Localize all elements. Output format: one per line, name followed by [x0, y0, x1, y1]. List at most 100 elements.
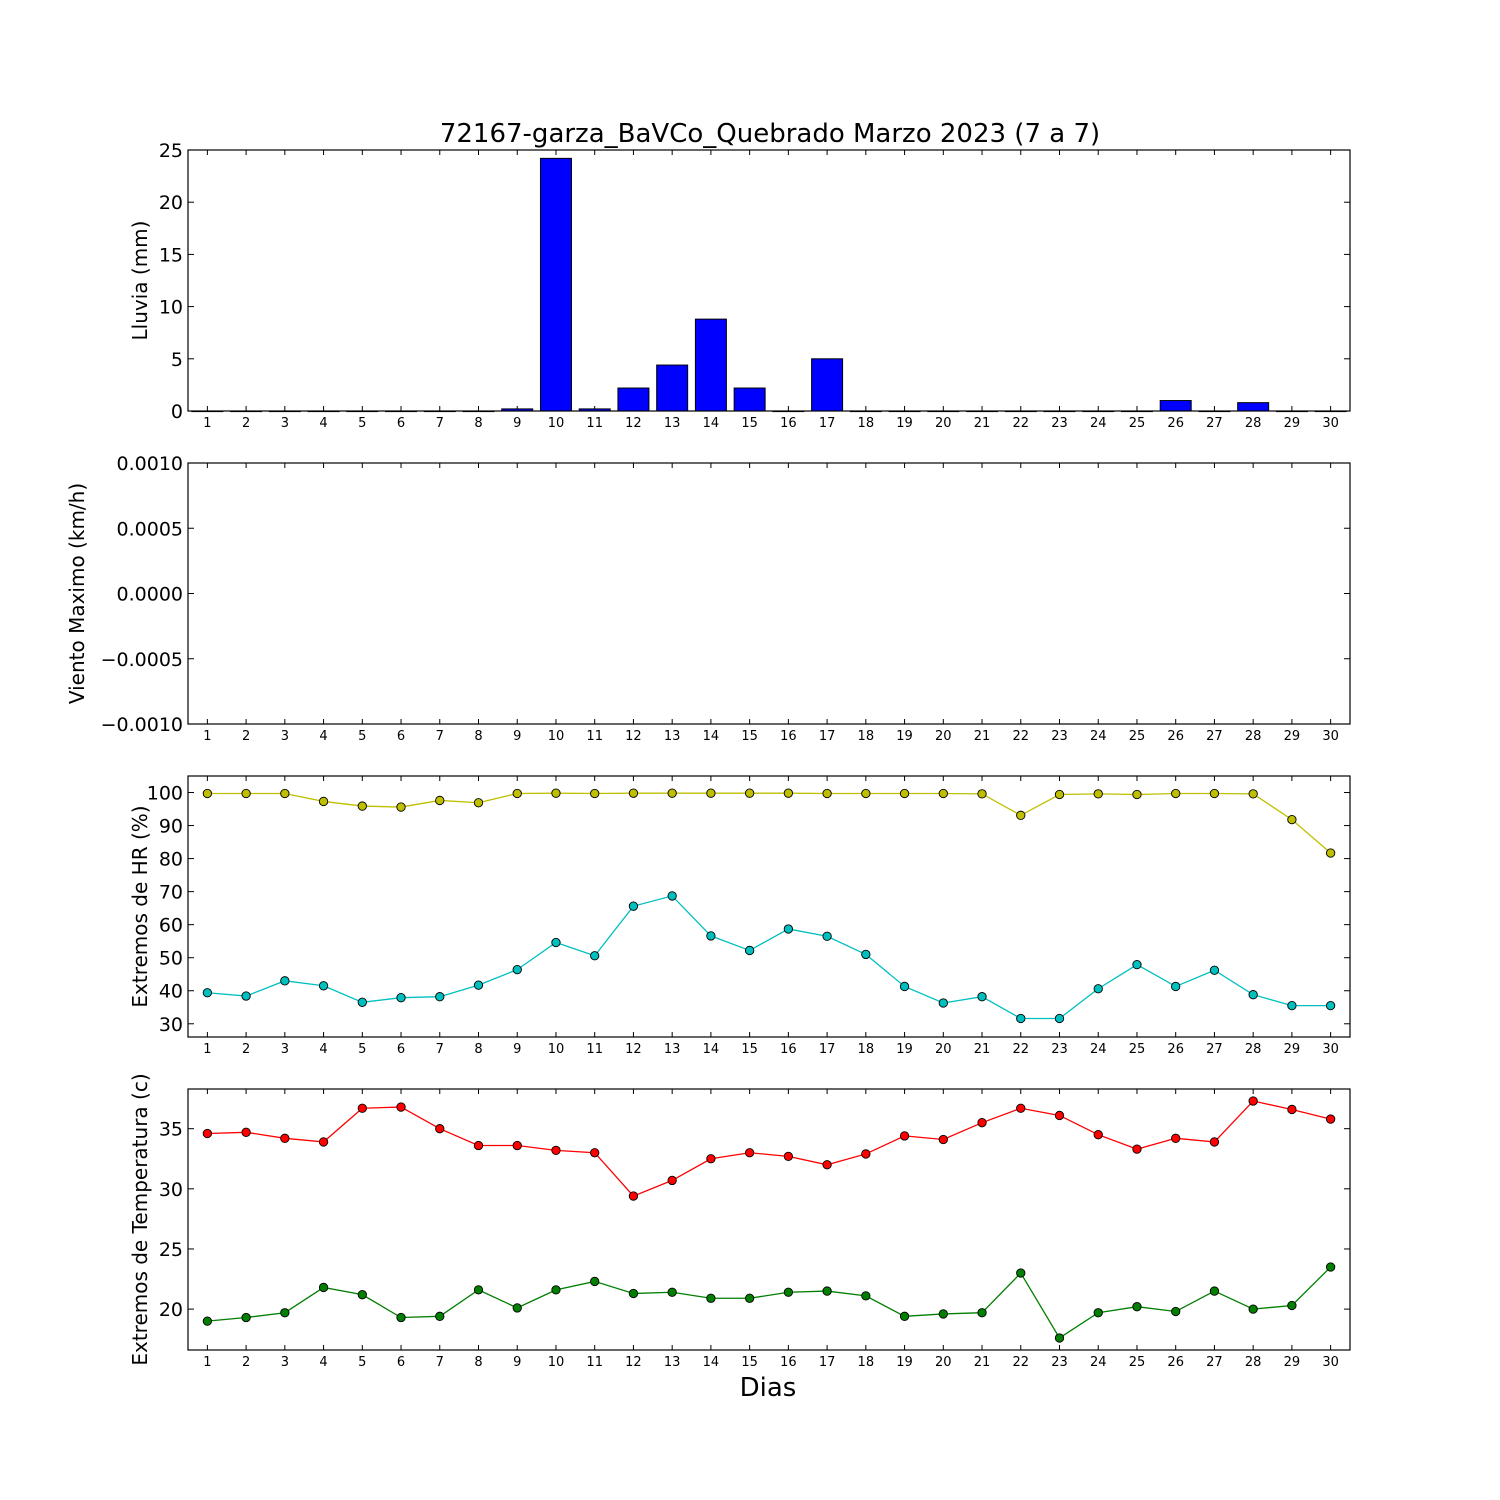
x-tick-label: 20 [935, 729, 952, 744]
data-point [977, 789, 987, 799]
x-tick-label: 19 [896, 1042, 913, 1057]
x-tick-label: 9 [513, 1355, 521, 1370]
x-tick-label: 3 [281, 1355, 289, 1370]
x-tick-label: 21 [974, 416, 991, 431]
x-tick-label: 18 [858, 729, 875, 744]
data-point [938, 1134, 948, 1145]
x-tick-label: 15 [741, 729, 758, 744]
data-point [1171, 981, 1181, 992]
data-point [357, 801, 367, 811]
x-tick-label: 22 [1012, 729, 1029, 744]
x-tick-label: 24 [1090, 729, 1107, 744]
x-tick-label: 22 [1012, 1355, 1029, 1370]
data-point [977, 1308, 987, 1318]
x-axis-label: Dias [740, 1373, 797, 1403]
data-point [241, 991, 251, 1001]
data-point [551, 788, 561, 798]
data-point [551, 1285, 561, 1295]
data-point [706, 1293, 716, 1303]
x-tick-label: 28 [1245, 1355, 1262, 1370]
y-tick-label: 10 [159, 297, 183, 319]
data-point [1093, 984, 1103, 994]
x-tick-label: 8 [474, 416, 482, 431]
data-point [1287, 1000, 1297, 1011]
x-tick-label: 21 [974, 1355, 991, 1370]
data-point [977, 1118, 987, 1128]
data-point [628, 901, 639, 911]
x-tick-label: 7 [436, 1042, 444, 1057]
x-tick-label: 2 [242, 1355, 250, 1370]
x-tick-label: 10 [548, 1042, 565, 1057]
x-tick-label: 17 [819, 1355, 836, 1370]
data-point [667, 788, 677, 798]
data-point [551, 1145, 561, 1155]
data-point [590, 1276, 600, 1287]
x-tick-label: 12 [625, 729, 642, 744]
data-point [1171, 1306, 1181, 1317]
data-point [1132, 789, 1142, 800]
y-tick-label: 5 [171, 349, 183, 371]
x-tick-label: 30 [1322, 416, 1339, 431]
x-tick-label: 20 [935, 416, 952, 431]
x-tick-label: 5 [358, 729, 366, 744]
data-point [396, 802, 406, 812]
x-tick-label: 29 [1284, 1355, 1301, 1370]
x-tick-label: 26 [1167, 416, 1184, 431]
data-point [783, 1151, 794, 1162]
data-point [1132, 1302, 1142, 1312]
bar [733, 387, 766, 412]
x-tick-label: 2 [242, 1042, 250, 1057]
x-tick-label: 18 [858, 1042, 875, 1057]
y-tick-label: 25 [159, 1239, 183, 1261]
x-tick-label: 14 [703, 729, 720, 744]
data-point [1325, 1000, 1336, 1011]
x-tick-label: 24 [1090, 1355, 1107, 1370]
x-tick-label: 2 [242, 729, 250, 744]
x-tick-label: 29 [1284, 1042, 1301, 1057]
data-point [473, 798, 484, 808]
x-tick-label: 21 [974, 1042, 991, 1057]
x-tick-label: 30 [1322, 729, 1339, 744]
data-point [783, 788, 794, 798]
x-tick-label: 11 [586, 1355, 603, 1370]
data-point [1016, 810, 1026, 820]
bar [539, 157, 572, 412]
data-point [512, 788, 522, 799]
data-point [822, 1160, 832, 1170]
data-point [396, 993, 406, 1003]
data-point [899, 1311, 910, 1321]
data-point [1209, 1137, 1220, 1147]
x-tick-label: 20 [935, 1042, 952, 1057]
x-tick-label: 7 [436, 729, 444, 744]
data-point [744, 1148, 755, 1158]
y-axis-label: Viento Maximo (km/h) [65, 483, 89, 704]
x-tick-label: 11 [586, 729, 603, 744]
data-point [1054, 1333, 1065, 1343]
data-point [280, 1133, 290, 1143]
x-tick-label: 11 [586, 1042, 603, 1057]
x-tick-label: 1 [203, 1355, 211, 1370]
x-tick-label: 10 [548, 416, 565, 431]
data-point [1132, 959, 1142, 970]
series-line [207, 1266, 1332, 1339]
x-tick-label: 15 [741, 416, 758, 431]
data-point [357, 997, 367, 1007]
data-point [318, 796, 329, 807]
x-tick-label: 14 [703, 416, 720, 431]
y-tick-label: 35 [159, 1119, 183, 1141]
y-tick-label: −0.0010 [101, 714, 183, 736]
x-tick-label: 30 [1322, 1355, 1339, 1370]
data-point [667, 1287, 677, 1297]
x-tick-label: 29 [1284, 416, 1301, 431]
x-tick-label: 28 [1245, 1042, 1262, 1057]
y-axis-label: Extremos de HR (%) [128, 805, 152, 1007]
x-tick-label: 4 [319, 729, 327, 744]
data-point [861, 788, 871, 799]
y-tick-label: 30 [159, 1179, 183, 1201]
data-point [628, 1191, 639, 1201]
x-tick-label: 5 [358, 416, 366, 431]
data-point [473, 980, 484, 990]
x-tick-label: 14 [703, 1355, 720, 1370]
